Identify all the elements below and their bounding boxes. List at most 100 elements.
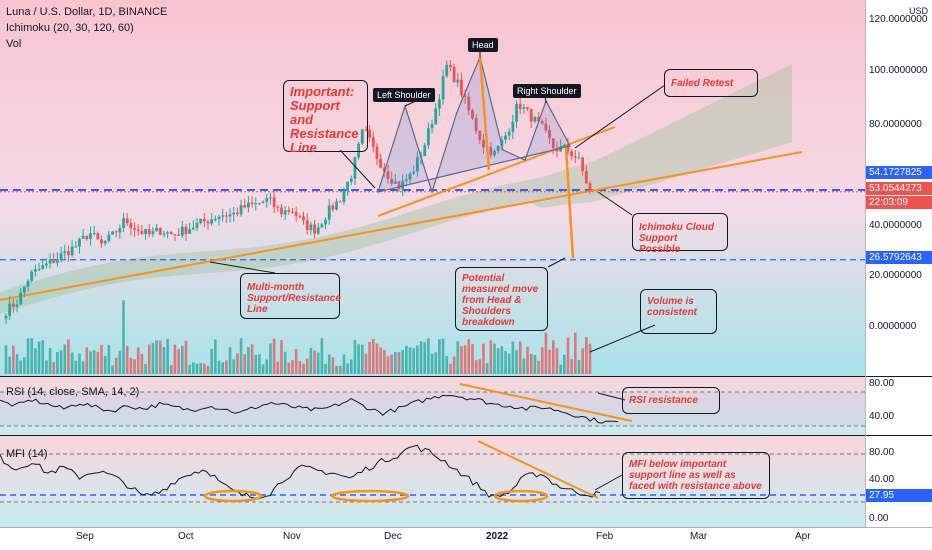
volume-bar [357,344,360,374]
volume-bar [67,339,70,374]
candle-body [30,271,34,281]
volume-bar [342,354,346,374]
candle-body [169,232,173,235]
candle-body [456,79,460,83]
volume-bar [335,365,338,374]
volume-bar [4,345,8,374]
volume-bar [30,338,34,374]
candle-body [144,229,147,234]
price-badge-resistance: 54.1727825 [866,166,932,179]
volume-bar [155,340,158,374]
volume-bar [269,343,272,374]
volume-bar [118,350,122,374]
candle-body [56,259,59,263]
volume-bar [41,340,45,374]
volume-bar [500,346,504,374]
volume-bar [496,348,500,374]
candle-body [353,157,357,179]
x-tick: Oct [178,531,194,542]
candle-body [540,121,544,124]
volume-bar [386,356,390,374]
volume-bar [309,347,313,374]
volume-bar [258,354,261,374]
volume-bar [184,340,188,374]
volume-bar [313,350,316,374]
candle-body [155,227,158,231]
candle-body [415,157,419,172]
candle-body [151,230,155,235]
volume-bar [100,344,103,374]
label-head: Head [468,38,498,52]
annotation-multi-month: Multi-month Support/Resistance Line [240,273,341,319]
volume-bar [125,345,129,374]
candle-body [386,171,390,180]
volume-bar [162,346,166,374]
volume-bar [574,332,577,374]
volume-bar [401,350,404,374]
volume-bar [280,340,283,374]
annotation-important: Important: Support and Resistance Line [283,80,368,155]
volume-bar [529,353,533,374]
candle-body [232,212,236,215]
volume-bar [12,345,15,374]
candle-body [559,146,563,152]
volume-bar [199,362,202,374]
candle-body [390,179,394,184]
candle-body [221,215,225,217]
volume-bar [23,357,26,374]
candle-body [162,233,166,235]
candle-body [287,210,291,212]
candle-body [22,286,26,293]
volume-bar [144,363,147,374]
price-tick: 120.0000000 [869,14,928,25]
volume-bar [489,340,493,374]
volume-bar [70,352,74,374]
candle-body [19,292,23,305]
volume-bar [394,352,397,374]
volume-bar [15,354,19,374]
volume-bar [544,332,548,374]
candle-body [360,129,364,144]
volume-bar [526,346,529,374]
volume-label: Vol [6,38,22,50]
candle-body [474,118,478,131]
volume-bar [298,361,302,374]
time-axis-bg [0,527,932,550]
candle-body [460,79,463,96]
volume-bar [122,300,125,374]
candle-body [368,129,372,138]
annotation-volume: Volume is consistent [640,289,717,334]
candle-body [537,116,540,122]
candle-body [529,109,533,122]
candle-body [199,218,203,224]
x-tick: Feb [596,531,614,542]
volume-bar [173,344,177,374]
mfi-support-touch [330,489,410,503]
volume-bar [562,354,566,374]
volume-bar [360,344,364,374]
candle-body [573,156,577,158]
candle-body [206,221,210,224]
volume-bar [445,355,449,374]
volume-bar [397,352,401,374]
mfi-pane-bg [0,436,865,527]
volume-bar [504,350,507,374]
candle-body [452,66,456,83]
volume-bar [460,346,463,374]
volume-bar [368,342,371,374]
candle-body [298,215,302,217]
annotation-connector [547,257,566,268]
label-left-shoulder: Left Shoulder [373,88,435,102]
x-tick: Sep [76,531,94,542]
candle-body [570,151,574,157]
candle-body [291,211,294,213]
candle-body [8,303,12,316]
volume-bar [147,344,151,374]
volume-bar [533,354,537,374]
annotation-failed-retest: Failed Retest [664,69,758,97]
candle-body [228,214,232,217]
volume-bar [107,344,111,374]
x-tick: Mar [690,531,708,542]
price-tick: 40.0000000 [869,220,922,231]
candle-body [441,76,445,100]
